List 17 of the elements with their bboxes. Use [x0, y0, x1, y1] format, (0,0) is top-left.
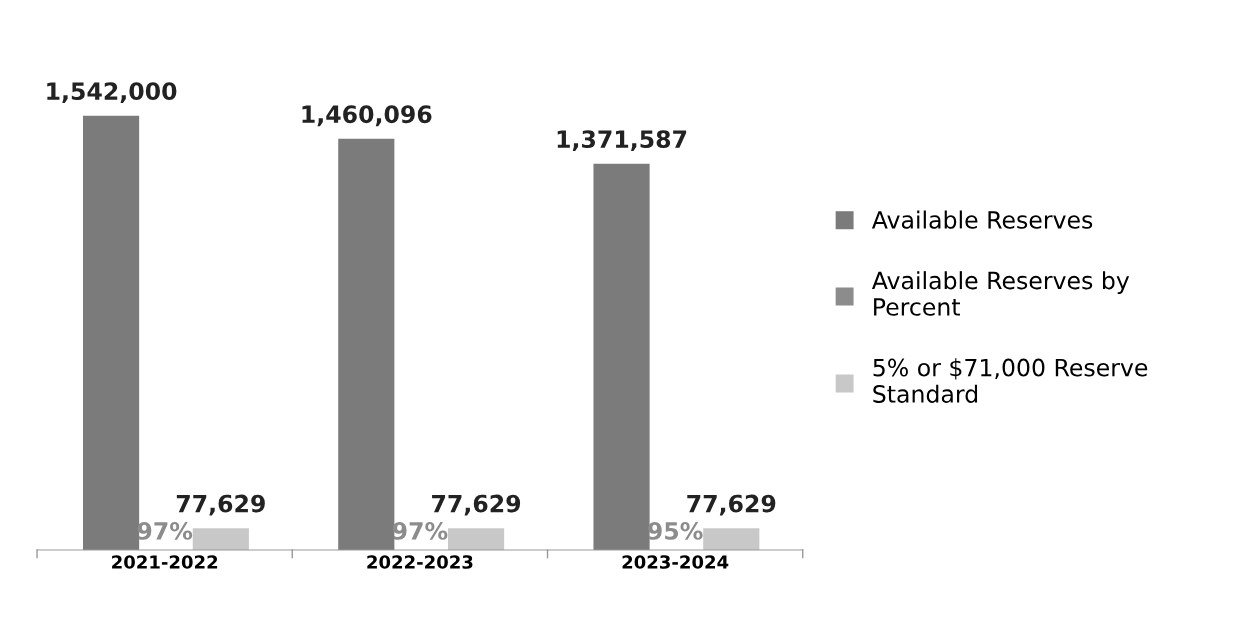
data-label: 1,542,000: [47, 82, 177, 104]
data-label: 1,460,096: [302, 105, 432, 127]
x-tick-label: 2023-2024: [622, 555, 729, 569]
data-label: 1,371,587: [557, 130, 687, 152]
legend-label: Available Reserves: [871, 210, 1093, 229]
bar: [703, 528, 760, 551]
legend-label: 5% or $71,000 Reserve Standard: [873, 358, 1148, 403]
bar: [192, 528, 249, 551]
bar: [447, 528, 505, 551]
legend-label: Available Reserves by Percent: [871, 271, 1130, 316]
x-tick-label: 2021-2022: [112, 555, 218, 569]
data-label: 77,629: [176, 494, 265, 516]
bar: [593, 163, 650, 551]
bar: [338, 138, 395, 551]
data-label: 77,629: [687, 494, 776, 516]
data-label: 77,629: [432, 494, 521, 516]
x-tick-label: 2022-2023: [367, 555, 473, 569]
